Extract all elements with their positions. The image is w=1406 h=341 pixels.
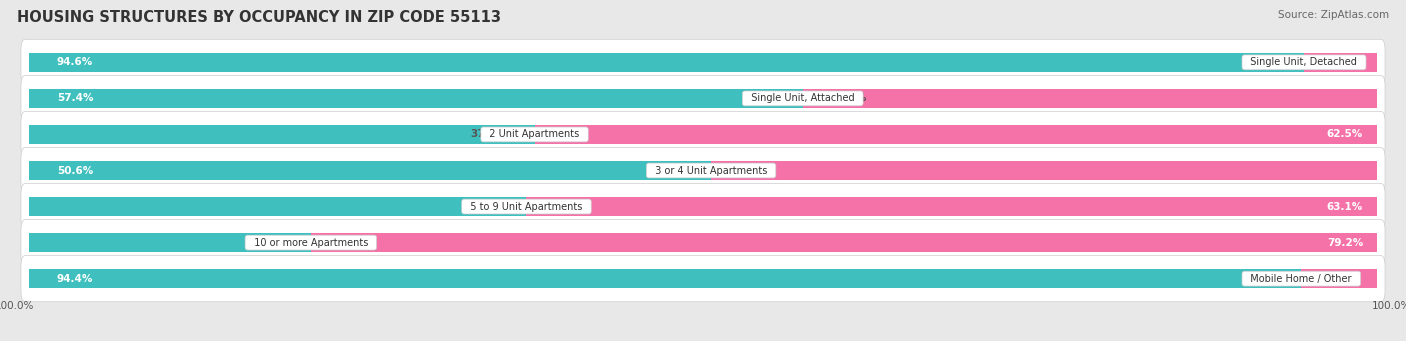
Text: Source: ZipAtlas.com: Source: ZipAtlas.com: [1278, 10, 1389, 20]
Text: 5 to 9 Unit Apartments: 5 to 9 Unit Apartments: [464, 202, 589, 211]
Bar: [30, 125, 534, 144]
Text: 63.1%: 63.1%: [1327, 202, 1362, 211]
Text: 49.4%: 49.4%: [738, 165, 775, 176]
Bar: [803, 89, 1376, 108]
Text: 42.6%: 42.6%: [831, 93, 866, 103]
Bar: [30, 89, 803, 108]
Text: 10 or more Apartments: 10 or more Apartments: [247, 238, 374, 248]
Text: 20.9%: 20.9%: [247, 238, 283, 248]
Text: 94.4%: 94.4%: [56, 273, 93, 284]
FancyBboxPatch shape: [21, 220, 1385, 266]
FancyBboxPatch shape: [21, 255, 1385, 302]
Text: 62.5%: 62.5%: [1327, 130, 1362, 139]
FancyBboxPatch shape: [21, 112, 1385, 158]
Text: 3 or 4 Unit Apartments: 3 or 4 Unit Apartments: [648, 165, 773, 176]
Text: 94.6%: 94.6%: [56, 57, 93, 68]
Bar: [1303, 53, 1376, 72]
Bar: [526, 197, 1376, 216]
Bar: [534, 125, 1376, 144]
FancyBboxPatch shape: [21, 183, 1385, 229]
Bar: [711, 161, 1376, 180]
FancyBboxPatch shape: [21, 75, 1385, 121]
Bar: [30, 161, 711, 180]
Bar: [30, 233, 311, 252]
Text: 5.6%: 5.6%: [1329, 273, 1358, 284]
Bar: [30, 197, 526, 216]
Text: 5.4%: 5.4%: [1331, 57, 1361, 68]
Text: Single Unit, Attached: Single Unit, Attached: [745, 93, 860, 103]
Text: Mobile Home / Other: Mobile Home / Other: [1244, 273, 1358, 284]
Text: HOUSING STRUCTURES BY OCCUPANCY IN ZIP CODE 55113: HOUSING STRUCTURES BY OCCUPANCY IN ZIP C…: [17, 10, 501, 25]
Text: 50.6%: 50.6%: [56, 165, 93, 176]
FancyBboxPatch shape: [21, 147, 1385, 194]
Text: 37.5%: 37.5%: [471, 130, 508, 139]
Bar: [1302, 269, 1376, 288]
Bar: [30, 53, 1303, 72]
Bar: [311, 233, 1376, 252]
Text: 36.9%: 36.9%: [463, 202, 499, 211]
Text: 2 Unit Apartments: 2 Unit Apartments: [484, 130, 586, 139]
Text: 57.4%: 57.4%: [56, 93, 93, 103]
FancyBboxPatch shape: [21, 39, 1385, 86]
Text: 79.2%: 79.2%: [1327, 238, 1362, 248]
Bar: [30, 269, 1302, 288]
Text: Single Unit, Detached: Single Unit, Detached: [1244, 57, 1364, 68]
